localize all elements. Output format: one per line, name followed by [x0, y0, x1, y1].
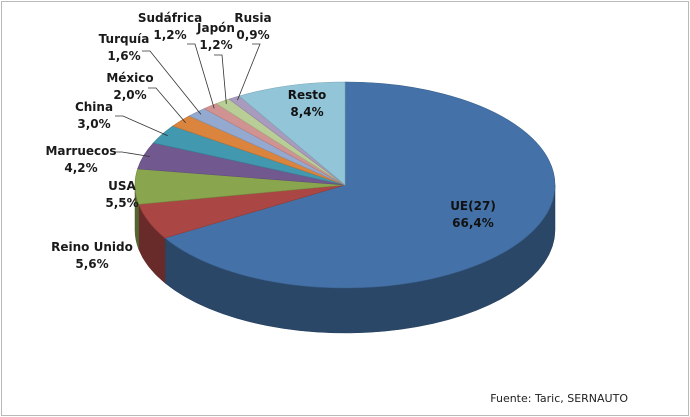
source-note: Fuente: Taric, SERNAUTO: [490, 392, 628, 405]
leader-rusia: [237, 43, 261, 101]
slice-ue-27: [164, 81, 556, 289]
leader-turquia: [142, 50, 202, 115]
slice-labels: UE(27) 66,4% Reino Unido 5,6% USA 5,5% Marruec…: [45, 11, 495, 271]
label-marruecos-name: Marruecos: [45, 144, 116, 158]
label-turquia: Turquía 1,6%: [99, 32, 150, 63]
leader-marruecos: [114, 151, 150, 157]
label-japon: Japón 1,2%: [196, 21, 235, 52]
label-reino-unido-name: Reino Unido: [51, 240, 133, 254]
label-china-value: 3,0%: [77, 117, 110, 131]
label-mexico: México 2,0%: [106, 71, 153, 102]
label-mexico-name: México: [106, 71, 153, 85]
label-japon-value: 1,2%: [199, 38, 232, 52]
leader-china: [115, 115, 168, 137]
leader-mexico: [148, 87, 186, 124]
label-usa-name: USA: [108, 179, 136, 193]
label-ue-27-value: 66,4%: [452, 216, 494, 230]
label-resto-name: Resto: [288, 88, 327, 102]
label-ue-27: UE(27) 66,4%: [450, 199, 496, 230]
leader-sudafrica: [187, 43, 215, 109]
label-japon-name: Japón: [196, 21, 235, 35]
label-rusia-name: Rusia: [234, 11, 271, 25]
label-sudafrica-name: Sudáfrica: [138, 11, 202, 25]
label-resto: Resto 8,4%: [288, 88, 327, 119]
label-sudafrica-value: 1,2%: [153, 28, 186, 42]
label-usa: USA 5,5%: [105, 179, 138, 210]
label-china: China 3,0%: [75, 100, 113, 131]
leader-japon: [214, 54, 227, 104]
label-mexico-value: 2,0%: [113, 88, 146, 102]
label-rusia-value: 0,9%: [236, 28, 269, 42]
label-reino-unido-value: 5,6%: [75, 257, 108, 271]
label-sudafrica: Sudáfrica 1,2%: [138, 11, 202, 42]
label-resto-value: 8,4%: [290, 105, 323, 119]
leader-lines: [114, 43, 261, 157]
label-rusia: Rusia 0,9%: [234, 11, 271, 42]
label-ue-27-name: UE(27): [450, 199, 496, 213]
label-turquia-name: Turquía: [99, 32, 150, 46]
label-marruecos: Marruecos 4,2%: [45, 144, 116, 175]
label-reino-unido: Reino Unido 5,6%: [51, 240, 133, 271]
label-marruecos-value: 4,2%: [64, 161, 97, 175]
label-china-name: China: [75, 100, 113, 114]
label-turquia-value: 1,6%: [107, 49, 140, 63]
pie-tops: [134, 81, 556, 289]
slice-resto: [238, 81, 346, 186]
label-usa-value: 5,5%: [105, 196, 138, 210]
